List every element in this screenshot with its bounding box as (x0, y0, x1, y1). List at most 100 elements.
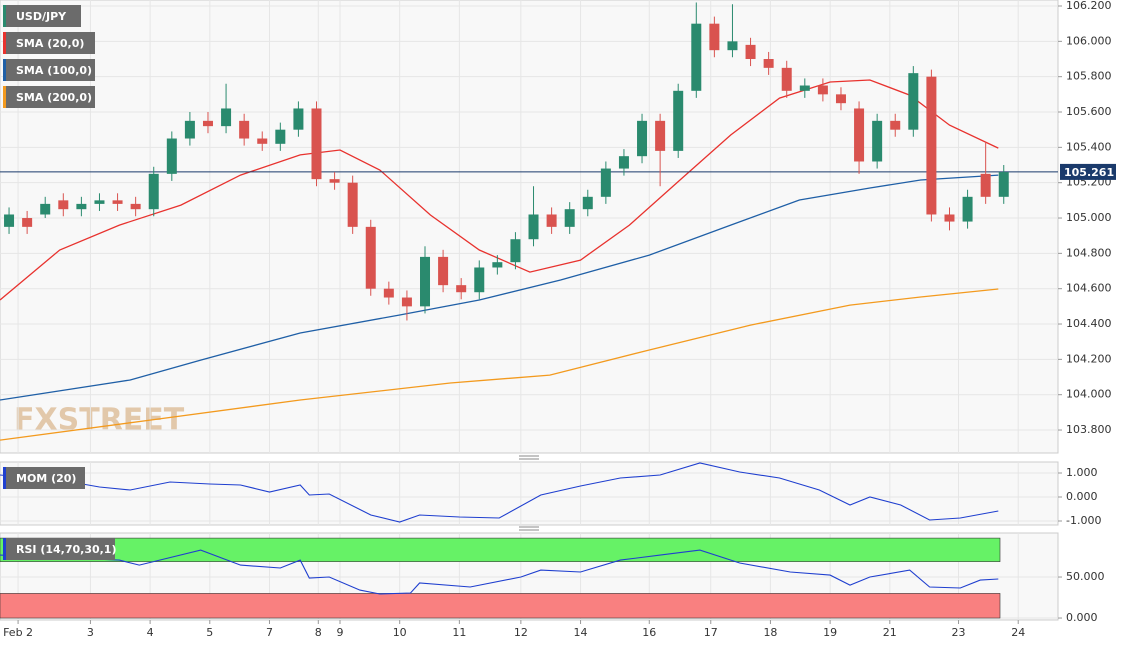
candle-body (908, 73, 919, 130)
y-tick-label: 0.000 (1066, 611, 1098, 624)
candle-body (365, 226, 376, 289)
x-tick-label: 16 (642, 626, 656, 639)
x-tick-label: 19 (823, 626, 837, 639)
candle-body (166, 138, 177, 174)
y-tick-label: 106.200 (1066, 0, 1112, 12)
x-tick-label: 21 (883, 626, 897, 639)
y-tick-label: 1.000 (1066, 466, 1098, 479)
candle-body (890, 120, 901, 130)
mom-panel (0, 461, 1059, 526)
x-tick-label: 9 (337, 626, 344, 639)
candle-body (781, 67, 792, 91)
legend-label: SMA (100,0) (16, 64, 92, 77)
candle-body (998, 172, 1009, 197)
candle-body (582, 196, 593, 210)
legend-entry: USD/JPY (3, 5, 81, 27)
candle-body (456, 285, 467, 293)
candle-body (600, 168, 611, 197)
last-price-box (1060, 163, 1116, 180)
candle-body (347, 182, 358, 227)
candle-body (546, 214, 557, 227)
legend-swatch (3, 86, 6, 108)
candle-body (40, 203, 51, 215)
x-tick-label: 5 (206, 626, 213, 639)
legend-box (3, 32, 95, 54)
candle-body (835, 94, 846, 104)
indicator-swatch (3, 538, 6, 560)
x-tick-label: Feb 2 (3, 626, 33, 639)
candle-body (564, 209, 575, 227)
y-tick-label: 104.400 (1066, 317, 1112, 330)
overbought-zone (0, 537, 1001, 562)
sma-line (0, 174, 999, 401)
candle-body (239, 120, 250, 139)
legend-swatch (3, 5, 6, 27)
y-tick-label: 105.600 (1066, 105, 1112, 118)
x-tick-label: 24 (1011, 626, 1025, 639)
legend-swatch (3, 32, 6, 54)
candle-body (94, 200, 105, 204)
legend-label: USD/JPY (16, 10, 67, 23)
candle-body (763, 59, 774, 68)
x-tick-label: 3 (87, 626, 94, 639)
indicator-label: MOM (20) (16, 472, 76, 485)
legend-label: SMA (200,0) (16, 91, 92, 104)
candle-body (528, 214, 539, 240)
candle-body (438, 256, 449, 286)
y-tick-label: 105.000 (1066, 211, 1112, 224)
last-price-label: 105.261 (1064, 166, 1114, 179)
x-tick-label: 23 (952, 626, 966, 639)
indicator-box (3, 467, 85, 489)
y-tick-label: 105.400 (1066, 140, 1112, 153)
candle-body (980, 173, 991, 197)
sma-line (0, 79, 999, 301)
candle-body (926, 76, 937, 215)
x-tick-label: 7 (266, 626, 273, 639)
y-tick-label: 0.000 (1066, 490, 1098, 503)
y-tick-label: 104.600 (1066, 282, 1112, 295)
legend-entry: SMA (20,0) (3, 32, 95, 54)
candle-body (691, 23, 702, 91)
candle-body (492, 262, 503, 268)
candle-body (673, 90, 684, 151)
oversold-zone (0, 593, 1001, 619)
resize-handle[interactable] (519, 455, 539, 460)
x-tick-label: 17 (704, 626, 718, 639)
candle-body (510, 239, 521, 263)
y-tick-label: 103.800 (1066, 423, 1112, 436)
y-tick-label: 106.000 (1066, 34, 1112, 47)
candle-body (727, 41, 738, 51)
candle-body (22, 218, 33, 227)
x-tick-label: 4 (147, 626, 154, 639)
legend-entry: SMA (200,0) (3, 86, 95, 108)
candle-body (962, 196, 973, 222)
candle-body (4, 214, 15, 227)
y-tick-label: 104.200 (1066, 352, 1112, 365)
resize-handle[interactable] (519, 526, 539, 531)
candle-body (401, 297, 412, 307)
candle-body (383, 288, 394, 298)
x-tick-label: 12 (514, 626, 528, 639)
y-tick-label: 104.800 (1066, 246, 1112, 259)
legend-box (3, 5, 81, 27)
legend-box (3, 86, 95, 108)
candle-body (872, 120, 883, 162)
y-tick-label: 50.000 (1066, 570, 1105, 583)
watermark: FXSTREET (14, 403, 185, 438)
candle-body (799, 85, 810, 91)
x-tick-label: 14 (574, 626, 588, 639)
candle-body (329, 179, 340, 183)
candle-body (76, 203, 87, 210)
x-tick-label: 11 (452, 626, 466, 639)
indicator-line (0, 549, 999, 595)
x-tick-label: 18 (763, 626, 777, 639)
candle-body (58, 200, 69, 210)
candle-body (745, 44, 756, 60)
candle-body (275, 129, 286, 144)
candle-body (944, 214, 955, 222)
candle-body (112, 200, 123, 204)
x-tick-label: 8 (315, 626, 322, 639)
y-tick-label: -1.000 (1066, 514, 1101, 527)
y-tick-label: 105.800 (1066, 70, 1112, 83)
candle-body (618, 156, 629, 169)
